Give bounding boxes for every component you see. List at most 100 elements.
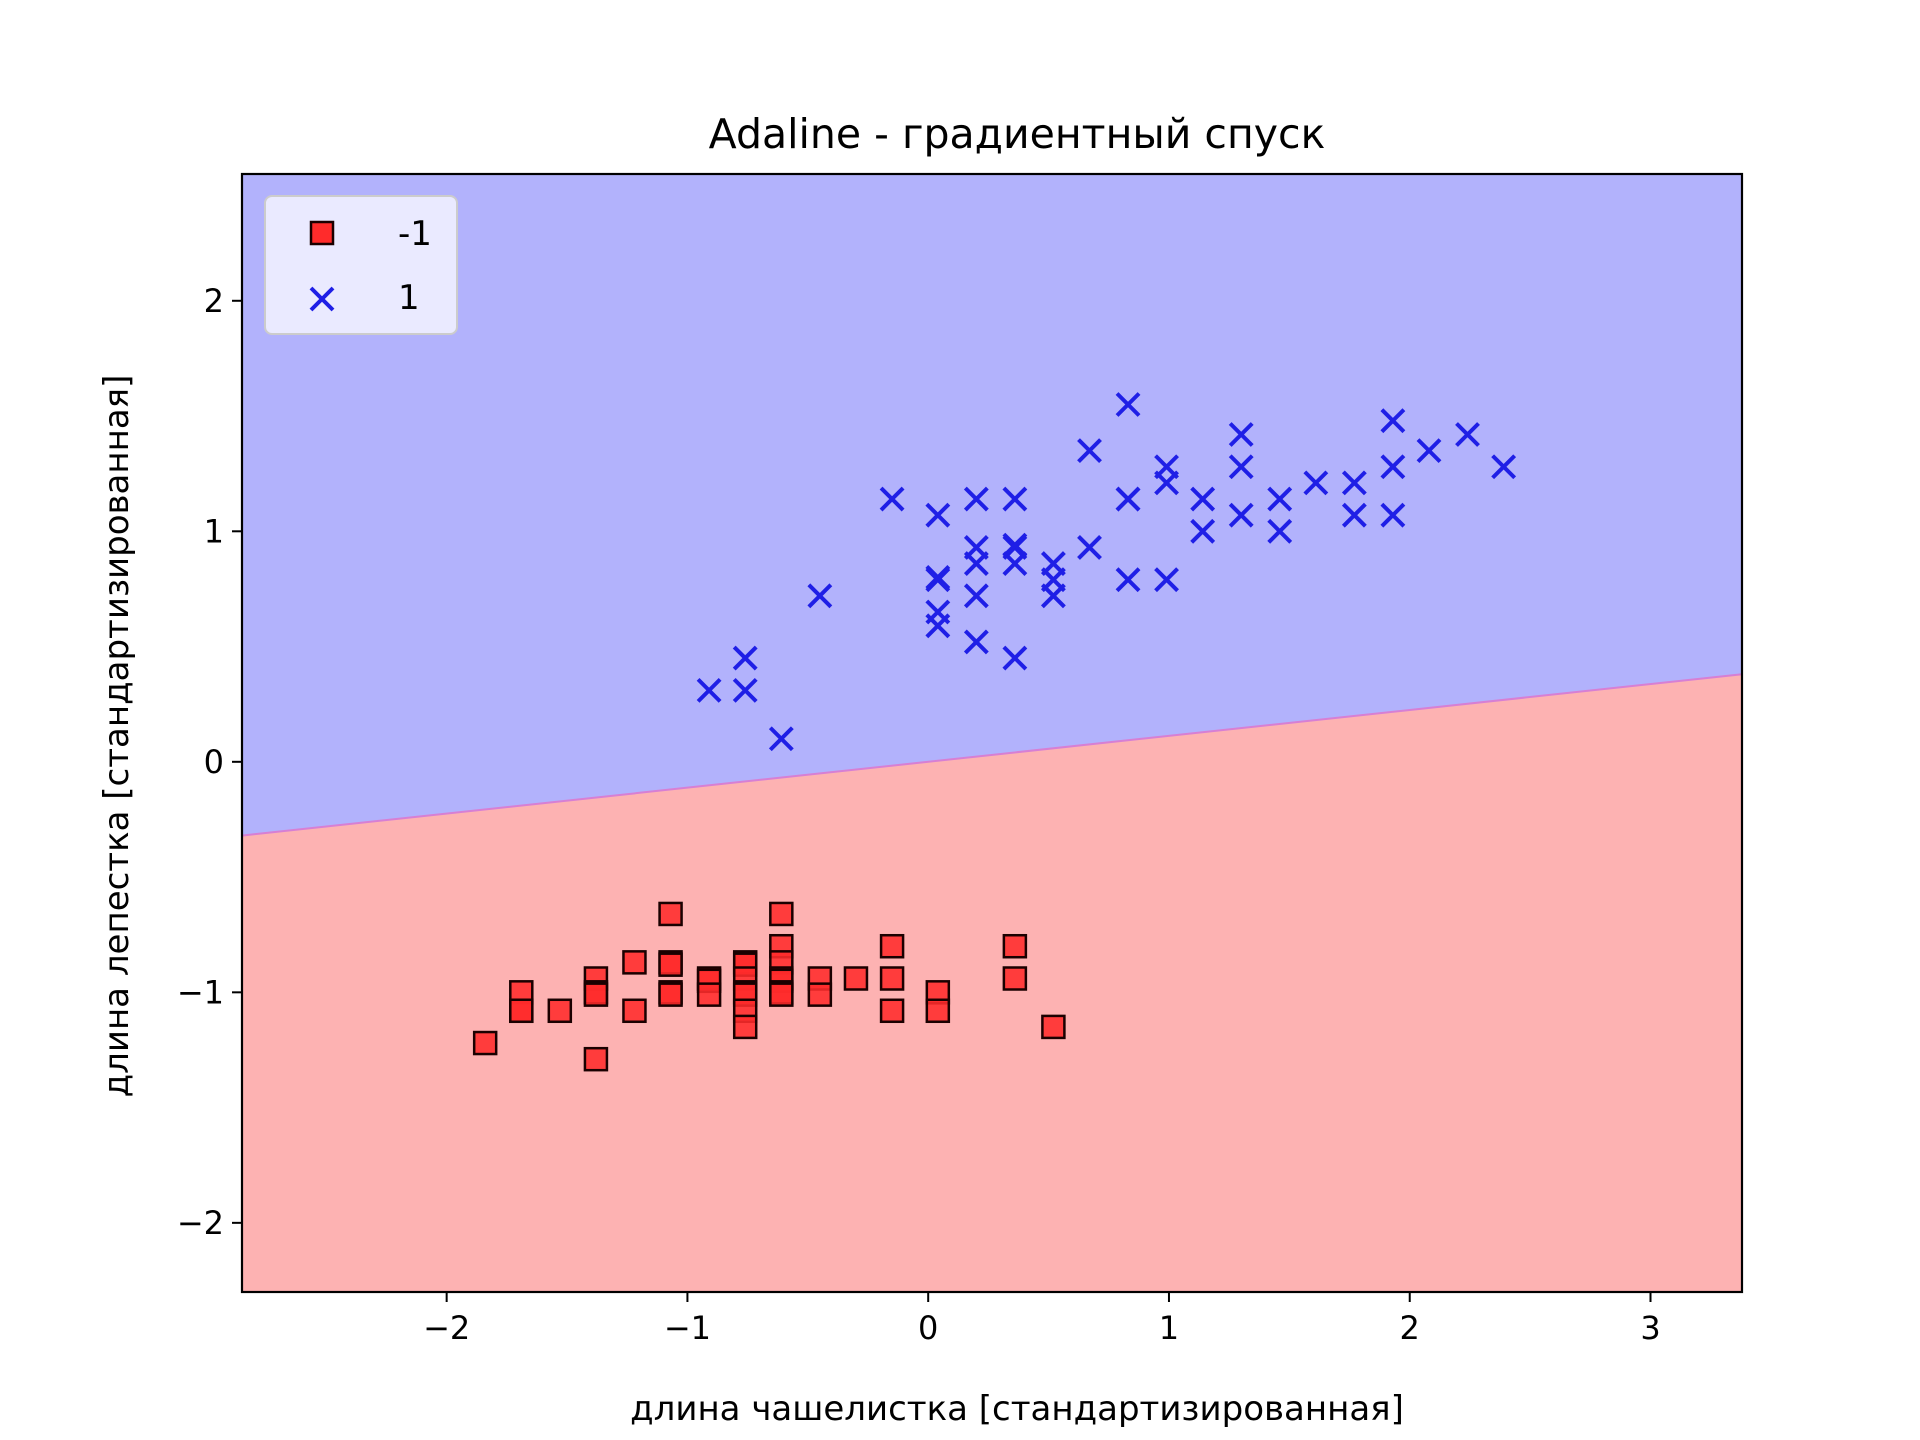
- x-tick-label: 3: [1640, 1309, 1660, 1347]
- point-stroke: [879, 486, 905, 512]
- y-tick-label: −2: [177, 1204, 224, 1242]
- point-class-pos: [1115, 567, 1141, 593]
- point-class-pos: [925, 599, 951, 625]
- x-tick-label: 2: [1400, 1309, 1420, 1347]
- decision-boundary: [241, 673, 1743, 837]
- legend: -1 1: [264, 195, 458, 335]
- point-stroke: [1115, 486, 1141, 512]
- point-stroke: [925, 502, 951, 528]
- point-stroke: [1077, 438, 1102, 464]
- point-class-pos: [925, 567, 951, 593]
- point-stroke: [1341, 470, 1367, 496]
- point-stroke: [1115, 392, 1141, 417]
- point-stroke: [1380, 502, 1406, 528]
- point-stroke: [1228, 422, 1254, 447]
- point-stroke: [1115, 567, 1141, 593]
- point-stroke: [1077, 535, 1102, 560]
- point-stroke: [732, 645, 758, 671]
- point-class-neg: [583, 982, 609, 1007]
- point-stroke: [1154, 567, 1179, 593]
- point-class-pos: [1341, 470, 1367, 496]
- point-class-pos: [1491, 454, 1517, 480]
- point-class-pos: [1455, 422, 1480, 447]
- point-stroke: [925, 567, 951, 593]
- legend-label-class-neg: -1: [398, 214, 432, 254]
- point-stroke: [1341, 502, 1367, 528]
- point-class-pos: [1228, 422, 1254, 447]
- plot-frame: [240, 172, 1744, 1294]
- point-class-pos: [963, 486, 989, 512]
- point-stroke: [807, 583, 833, 609]
- point-stroke: [963, 486, 989, 512]
- legend-marker-x: [309, 286, 335, 312]
- point-stroke: [1303, 470, 1329, 496]
- point-class-pos: [768, 726, 794, 752]
- point-class-neg: [696, 982, 722, 1007]
- point-class-neg: [622, 998, 647, 1024]
- point-class-pos: [1303, 470, 1329, 496]
- point-stroke: [963, 583, 989, 609]
- x-axis: −2 −1 0 1 2 3: [423, 1292, 1661, 1347]
- x-tick-label: −2: [423, 1309, 470, 1347]
- chart-title: Adaline - градиентный спуск: [709, 110, 1326, 158]
- point-class-neg: [769, 982, 794, 1007]
- point-class-pos: [1267, 518, 1293, 544]
- point-stroke: [1002, 645, 1028, 671]
- point-class-pos: [732, 645, 758, 671]
- y-tick-label: −1: [177, 973, 224, 1011]
- point-class-pos: [925, 502, 951, 528]
- point-stroke: [1040, 551, 1066, 576]
- point-class-pos: [1115, 392, 1141, 417]
- point-stroke: [1002, 486, 1028, 512]
- point-class-pos: [1380, 454, 1406, 480]
- point-stroke: [1267, 518, 1293, 544]
- point-class-pos: [1115, 486, 1141, 512]
- y-axis: −2 −1 0 1 2: [177, 282, 242, 1242]
- point-class-neg: [583, 1046, 609, 1072]
- region-class-pos: [242, 174, 1742, 836]
- point-stroke: [1491, 454, 1517, 480]
- point-class-neg: [879, 966, 905, 991]
- point-class-pos: [1228, 502, 1254, 528]
- point-stroke: [1228, 454, 1254, 480]
- point-class-neg: [732, 1014, 758, 1040]
- point-class-neg: [925, 998, 951, 1024]
- point-class-neg: [472, 1030, 498, 1056]
- point-class-pos: [1416, 438, 1442, 464]
- point-class-pos: [1380, 408, 1406, 434]
- point-class-pos: [1154, 567, 1179, 593]
- x-tick-label: 1: [1159, 1309, 1179, 1347]
- point-stroke: [732, 677, 758, 703]
- point-class-neg: [807, 982, 833, 1007]
- point-class-neg: [622, 950, 647, 975]
- x-tick-label: 0: [918, 1309, 938, 1347]
- point-stroke: [1455, 422, 1480, 447]
- point-class-pos: [879, 486, 905, 512]
- point-stroke: [1002, 532, 1028, 558]
- point-class-pos: [1040, 551, 1066, 576]
- point-class-neg: [509, 998, 534, 1024]
- point-class-pos: [1002, 486, 1028, 512]
- point-class-neg: [879, 933, 905, 959]
- point-class-neg: [1002, 933, 1028, 959]
- point-class-neg: [1002, 966, 1028, 991]
- point-class-pos: [963, 583, 989, 609]
- point-stroke: [1380, 454, 1406, 480]
- point-class-pos: [1380, 502, 1406, 528]
- point-stroke: [1154, 454, 1179, 480]
- point-class-pos: [963, 535, 989, 560]
- point-class-pos: [732, 677, 758, 703]
- y-axis-title: длина лепестка [стандартизированная]: [97, 375, 137, 1098]
- point-class-pos: [1267, 486, 1293, 512]
- region-class-neg: [242, 674, 1742, 1292]
- point-class-neg: [1041, 1014, 1066, 1040]
- data-points: [472, 392, 1517, 1072]
- point-stroke: [1190, 486, 1216, 512]
- x-tick-label: −1: [664, 1309, 711, 1347]
- point-class-pos: [1077, 535, 1102, 560]
- point-stroke: [1267, 486, 1293, 512]
- point-class-pos: [696, 677, 722, 703]
- point-stroke: [963, 535, 989, 560]
